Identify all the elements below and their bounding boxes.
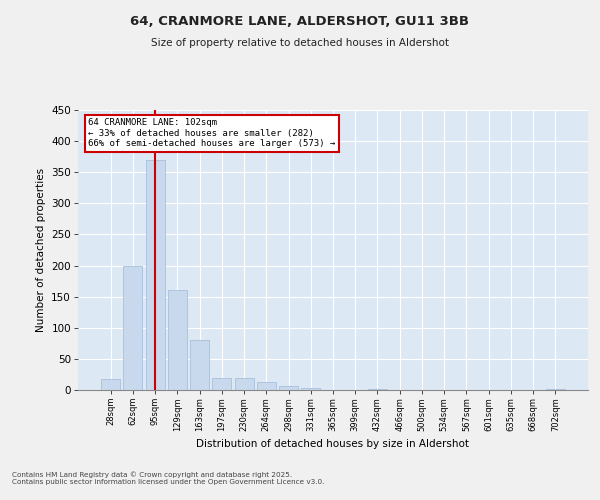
Bar bbox=[146, 160, 164, 390]
Bar bbox=[124, 266, 142, 390]
Bar bbox=[301, 388, 320, 390]
Text: Contains HM Land Registry data © Crown copyright and database right 2025.
Contai: Contains HM Land Registry data © Crown c… bbox=[12, 472, 325, 485]
Bar bbox=[546, 389, 565, 390]
Bar bbox=[257, 382, 276, 390]
Bar bbox=[279, 386, 298, 390]
Bar bbox=[235, 378, 254, 390]
Bar bbox=[101, 380, 120, 390]
Y-axis label: Number of detached properties: Number of detached properties bbox=[36, 168, 46, 332]
X-axis label: Distribution of detached houses by size in Aldershot: Distribution of detached houses by size … bbox=[197, 440, 470, 450]
Text: 64 CRANMORE LANE: 102sqm
← 33% of detached houses are smaller (282)
66% of semi-: 64 CRANMORE LANE: 102sqm ← 33% of detach… bbox=[88, 118, 335, 148]
Text: 64, CRANMORE LANE, ALDERSHOT, GU11 3BB: 64, CRANMORE LANE, ALDERSHOT, GU11 3BB bbox=[131, 15, 470, 28]
Bar bbox=[168, 290, 187, 390]
Bar bbox=[212, 378, 231, 390]
Text: Size of property relative to detached houses in Aldershot: Size of property relative to detached ho… bbox=[151, 38, 449, 48]
Bar bbox=[190, 340, 209, 390]
